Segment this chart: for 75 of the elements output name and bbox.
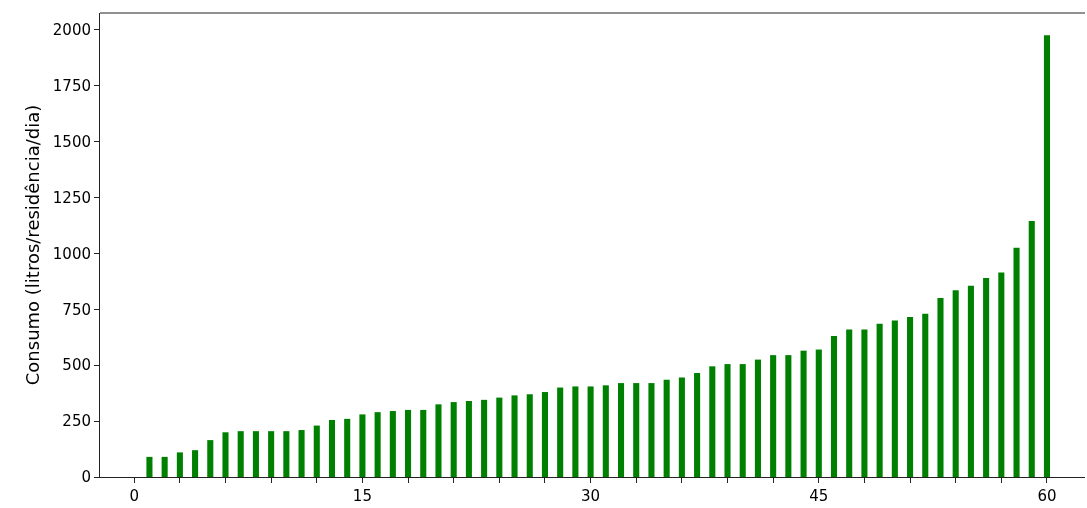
bar: [207, 440, 214, 477]
bar: [770, 355, 777, 477]
bar: [587, 386, 594, 477]
y-tick-label: 2000: [52, 21, 91, 40]
bar: [1028, 220, 1035, 477]
bar: [907, 317, 914, 477]
bar: [313, 425, 320, 477]
y-tick-label: 750: [62, 300, 91, 319]
bar: [146, 456, 153, 477]
bar: [526, 394, 533, 477]
bar: [374, 412, 381, 477]
y-tick-label: 0: [81, 468, 91, 487]
y-tick-label: 1000: [52, 244, 91, 263]
x-tick-label: 15: [352, 487, 372, 505]
bar: [161, 456, 168, 477]
bar: [937, 298, 944, 477]
y-axis-title: Consumo (litros/residência/dia): [22, 104, 44, 386]
x-tick-label: 60: [1037, 487, 1057, 505]
bar: [420, 409, 427, 477]
bar: [724, 364, 731, 477]
bar: [450, 402, 457, 477]
bar: [617, 383, 625, 477]
bar: [754, 359, 761, 477]
bar: [176, 452, 183, 477]
bar: [283, 431, 290, 477]
bar: [785, 355, 792, 477]
bar: [222, 432, 229, 477]
bar: [694, 373, 701, 477]
bar: [1043, 35, 1051, 477]
bar: [1013, 247, 1020, 477]
bar: [678, 377, 685, 477]
bar: [557, 387, 564, 477]
x-tick-label: 45: [809, 487, 829, 505]
bar: [998, 272, 1005, 477]
bar: [237, 431, 244, 477]
x-tick-label: 30: [581, 487, 601, 505]
bar: [861, 329, 868, 477]
bar: [876, 323, 883, 477]
bar: [800, 350, 807, 477]
bar: [846, 329, 853, 477]
bar: [389, 411, 396, 477]
bar: [830, 336, 838, 477]
bar: [663, 379, 670, 477]
bar: [359, 414, 366, 477]
bar: [496, 397, 503, 477]
bar: [633, 383, 640, 477]
y-tick-label: 1250: [52, 188, 91, 207]
bar: [405, 409, 412, 477]
bar: [481, 399, 488, 477]
bar: [252, 431, 259, 477]
bar: [465, 400, 472, 477]
bar: [541, 392, 548, 477]
bar: [192, 450, 199, 477]
bar: [891, 320, 898, 477]
bar: [922, 313, 929, 477]
y-tick-label: 500: [62, 356, 91, 375]
bar: [952, 290, 959, 477]
bar: [648, 383, 655, 477]
bar: [572, 386, 579, 477]
x-tick-label: 0: [129, 487, 139, 505]
bar: [298, 430, 305, 477]
bar: [739, 364, 746, 477]
bar: [344, 418, 351, 477]
y-tick-label: 1750: [52, 76, 91, 95]
bar: [268, 431, 275, 477]
bar: [967, 285, 974, 477]
y-tick-label: 1500: [52, 132, 91, 151]
bar: [435, 404, 442, 477]
bar: [815, 349, 822, 477]
y-tick-label: 250: [62, 412, 91, 431]
bar: [328, 419, 336, 477]
bar: [983, 277, 990, 477]
bar: [511, 395, 518, 477]
bar: [602, 385, 609, 477]
bar: [709, 366, 716, 477]
